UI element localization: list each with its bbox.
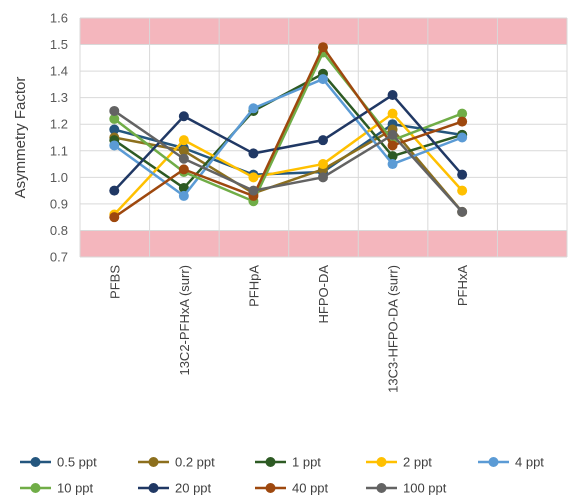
series-lines (109, 42, 468, 223)
data-point (457, 108, 468, 119)
legend-marker (265, 457, 276, 467)
series-4-ppt (109, 74, 468, 201)
data-point (318, 172, 328, 183)
x-category-label: PFBS (107, 265, 122, 299)
legend-label: 10 ppt (57, 481, 94, 496)
x-category-label: PFHpA (246, 265, 261, 307)
series-40-ppt (109, 42, 468, 223)
legend-marker (376, 457, 387, 467)
data-point (178, 164, 189, 175)
legend-item: 0.5 ppt (20, 455, 97, 470)
data-point (109, 185, 120, 196)
x-category-label: HFPO-DA (316, 265, 331, 324)
legend-marker (30, 483, 41, 493)
data-point (457, 206, 468, 217)
data-point (318, 42, 328, 53)
data-point (457, 185, 468, 196)
legend-item: 100 ppt (366, 481, 447, 496)
data-point (457, 132, 468, 143)
legend-label: 1 ppt (292, 455, 321, 470)
legend-marker (148, 483, 159, 493)
data-point (387, 151, 398, 162)
data-point (387, 140, 398, 151)
acceptance-band (80, 18, 567, 45)
y-axis-ticks: 0.7 0.8 0.9 1.0 1.1 1.2 1.3 1.4 1.5 1.6 (50, 11, 68, 265)
legend-label: 100 ppt (403, 481, 447, 496)
data-point (248, 172, 259, 183)
series-line (113, 77, 463, 198)
y-tick-label: 1.3 (50, 90, 68, 105)
data-point (387, 90, 398, 101)
data-point (457, 116, 468, 127)
y-tick-label: 0.8 (50, 223, 68, 238)
y-tick-label: 1.1 (50, 143, 68, 158)
y-tick-label: 1.4 (50, 64, 68, 79)
y-tick-label: 1.5 (50, 37, 68, 52)
x-category-label: PFHxA (455, 265, 470, 307)
series-line (114, 128, 464, 213)
data-point (457, 169, 468, 180)
series-line (113, 51, 463, 203)
data-point (109, 140, 120, 151)
legend-label: 0.2 ppt (175, 455, 215, 470)
data-point (387, 129, 398, 140)
legend-marker (488, 457, 499, 467)
legend: 0.5 ppt 0.2 ppt 1 ppt 2 ppt 4 ppt 10 ppt 20 pp… (20, 455, 544, 496)
series-line (113, 109, 464, 213)
data-point (387, 108, 398, 119)
legend-label: 4 ppt (515, 455, 544, 470)
acceptance-bands (80, 18, 567, 257)
y-tick-label: 1.0 (50, 170, 68, 185)
series-line (113, 45, 463, 219)
legend-label: 2 ppt (403, 455, 432, 470)
data-point (248, 185, 259, 196)
legend-label: 40 ppt (292, 481, 329, 496)
x-category-label: 13C3-HFPO-DA (surr) (386, 265, 401, 393)
data-point (178, 111, 189, 122)
legend-item: 2 ppt (366, 455, 432, 470)
data-point (178, 182, 189, 193)
data-point (178, 190, 189, 201)
y-tick-label: 0.7 (50, 250, 68, 265)
data-point (178, 145, 189, 156)
legend-item: 1 ppt (255, 455, 321, 470)
data-point (318, 74, 328, 85)
data-point (318, 135, 328, 146)
series-2-ppt (109, 108, 468, 220)
data-point (248, 148, 259, 159)
data-point (387, 159, 398, 170)
y-tick-label: 1.6 (50, 11, 68, 26)
legend-marker (148, 457, 159, 467)
series-line (113, 112, 464, 216)
data-point (109, 113, 120, 124)
legend-item: 10 ppt (20, 481, 94, 496)
series-line (113, 93, 464, 192)
legend-marker (376, 483, 387, 493)
y-axis-label: Asymmetry Factor (12, 77, 29, 199)
data-point (109, 124, 120, 135)
legend-item: 4 ppt (478, 455, 544, 470)
data-point (109, 212, 120, 223)
data-point (248, 103, 259, 114)
legend-item: 40 ppt (255, 481, 329, 496)
data-point (178, 153, 189, 164)
legend-item: 20 ppt (138, 481, 212, 496)
y-tick-label: 0.9 (50, 196, 68, 211)
series-20-ppt (109, 90, 468, 196)
x-axis-categories: PFBS 13C2-PFHxA (surr) PFHpA HFPO-DA 13C3-HF… (107, 265, 470, 393)
legend-label: 20 ppt (175, 481, 212, 496)
y-tick-label: 1.2 (50, 117, 68, 132)
legend-marker (265, 483, 276, 493)
series-100-ppt (109, 105, 468, 217)
data-point (318, 159, 328, 170)
acceptance-band (80, 230, 567, 257)
legend-label: 0.5 ppt (57, 455, 97, 470)
x-category-label: 13C2-PFHxA (surr) (177, 265, 192, 376)
data-point (109, 105, 120, 116)
legend-item: 0.2 ppt (138, 455, 215, 470)
legend-marker (30, 457, 41, 467)
data-point (178, 135, 189, 146)
